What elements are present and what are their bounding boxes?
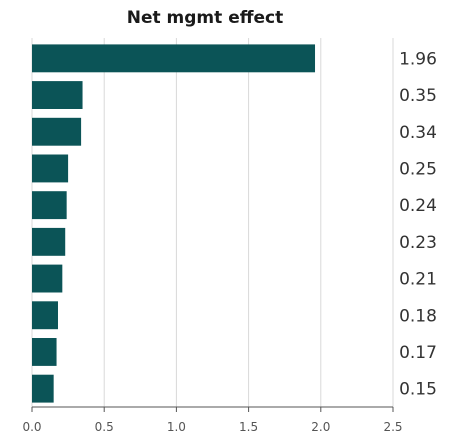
bar [32,191,67,220]
x-tick-label: 2.0 [311,420,330,434]
bar [32,227,66,256]
bar-value-label: 0.21 [399,270,437,290]
bar [32,81,83,109]
grid-lines [31,38,394,407]
x-tick-label: 2.5 [383,420,402,434]
bar [32,44,316,73]
value-labels: 1.96 0.35 0.34 0.25 0.24 0.23 0.21 0.18 0.17 0.15 [399,49,437,399]
bar-value-label: 0.18 [399,306,437,326]
bar-value-label: 0.34 [399,123,437,143]
bar-value-label: 0.17 [399,343,437,363]
bar [32,154,69,183]
bar [32,338,57,366]
x-tick-label: 0.5 [95,420,114,434]
x-axis-ticks: 0.0 0.5 1.0 1.5 2.0 2.5 [22,407,403,434]
bar [32,301,58,330]
bar-value-label: 0.23 [399,233,437,253]
x-tick-label: 0.0 [22,420,41,434]
bar [32,264,63,293]
chart-title: Net mgmt effect [127,8,283,28]
bar-value-label: 0.35 [399,86,437,106]
bar [32,374,54,403]
bar-value-label: 0.25 [399,159,437,179]
x-tick-label: 1.5 [239,420,258,434]
bar-value-label: 1.96 [399,49,437,69]
bars [32,44,316,403]
bar-value-label: 0.15 [399,380,437,400]
bar [32,117,82,146]
bar-value-label: 0.24 [399,196,437,216]
x-tick-label: 1.0 [167,420,186,434]
